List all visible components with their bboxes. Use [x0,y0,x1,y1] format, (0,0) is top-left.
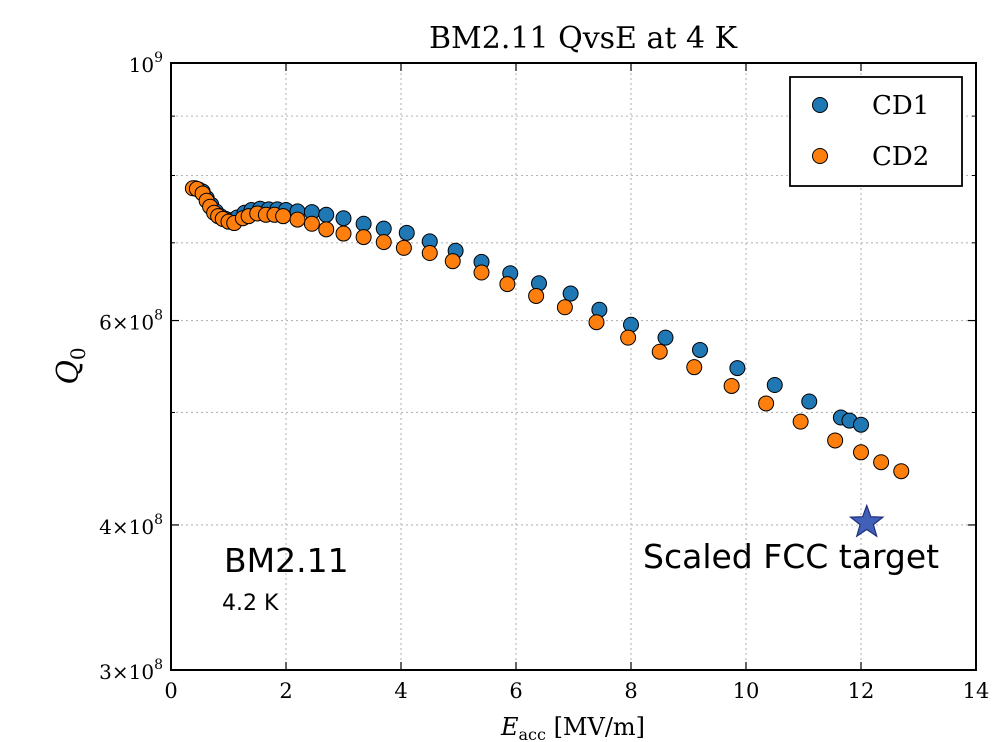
data-point-cd2 [853,444,869,461]
y-tick-label: 109 [129,50,163,77]
plot-area [170,62,977,671]
x-tick-label: 2 [279,679,292,703]
x-tick-label: 6 [509,679,522,703]
x-axis-label: Eacc [MV/m] [500,713,645,742]
data-point-cd2 [395,239,412,256]
target-label: Scaled FCC target [643,537,939,576]
temperature-label: 4.2 K [222,591,279,616]
axis-ticks: 0 2 4 6 8 10 12 14 109 6×108 4×108 3×108 [99,50,989,703]
data-point-cd1 [335,210,352,227]
data-point-cd2 [275,208,292,225]
x-tick-label: 12 [848,679,875,703]
data-point-cd1 [355,215,372,232]
legend-label-cd1: CD1 [872,91,929,121]
data-point-cd2 [318,221,335,238]
data-point-cd2 [528,287,545,304]
data-point-cd2 [473,264,490,281]
y-tick-label: 3×108 [99,657,163,684]
data-point-cd2 [620,329,637,346]
data-point-cd2 [686,359,703,376]
data-point-cd2 [355,229,372,246]
data-point-cd2 [893,463,910,480]
data-point-cd1 [801,393,818,410]
data-point-cd2 [499,276,516,293]
data-point-cd2 [723,377,740,394]
plot-frame [170,62,977,671]
data-point-cd1 [729,360,746,377]
legend-marker-cd1 [812,97,828,113]
x-tick-label: 8 [624,679,637,703]
data-point-cd1 [692,341,708,358]
data-point-cd1 [766,376,783,393]
data-point-cd2 [792,413,809,430]
data-point-cd2 [758,395,775,412]
legend-marker-cd2 [812,148,828,164]
data-point-cd1 [562,285,579,302]
data-point-cd2 [303,215,320,232]
data-point-cd2 [335,225,352,242]
x-tick-label: 10 [733,679,760,703]
y-axis-label: Q0 [51,347,90,384]
data-point-cd1 [318,206,335,223]
data-point-cd1 [853,416,869,433]
data-points [184,180,910,480]
legend-label-cd2: CD2 [872,142,929,172]
legend: CD1 CD2 [789,76,963,187]
data-point-cd2 [375,234,392,251]
legend-box [789,76,963,187]
data-point-cd2 [588,314,605,331]
data-point-cd2 [651,343,668,360]
target-marker-group: Scaled FCC target [643,503,939,576]
fcc-target-star [848,503,885,538]
data-point-cd2 [289,211,306,228]
data-point-cd1 [657,329,674,346]
x-tick-label: 14 [963,679,990,703]
x-tick-label: 0 [164,679,177,703]
data-point-cd2 [444,253,461,270]
data-point-cd1 [398,224,415,241]
data-point-cd2 [556,299,573,316]
chart-title: BM2.11 QvsE at 4 K [429,21,738,56]
data-point-cd1 [375,220,392,237]
cavity-name-label: BM2.11 [224,541,349,580]
data-point-cd2 [827,432,844,449]
y-tick-label: 4×108 [99,512,163,539]
x-tick-label: 4 [394,679,407,703]
y-tick-label: 6×108 [99,308,163,335]
data-point-cd2 [421,245,438,262]
data-point-cd2 [873,454,890,471]
series-cd2 [184,180,910,480]
